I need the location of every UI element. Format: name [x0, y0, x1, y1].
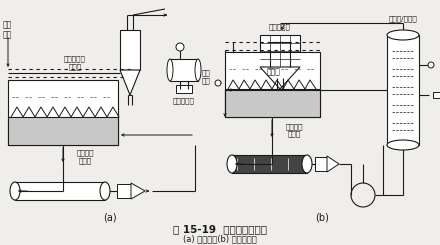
Ellipse shape — [227, 155, 237, 173]
Bar — [232, 155, 307, 173]
Bar — [8, 80, 118, 145]
Bar — [170, 59, 198, 81]
Ellipse shape — [387, 140, 419, 150]
Text: 产品出口
加热器: 产品出口 加热器 — [285, 123, 303, 137]
Text: 袋式过滤器: 袋式过滤器 — [269, 24, 291, 30]
Bar — [117, 184, 131, 198]
Bar — [15, 182, 105, 200]
Bar — [315, 157, 327, 171]
Text: (a) 开启式；(b) 封闭循环式: (a) 开启式；(b) 封闭循环式 — [183, 234, 257, 244]
Text: 虚式烘燥器: 虚式烘燥器 — [173, 98, 195, 104]
Text: 洗涤器/冷凝器: 洗涤器/冷凝器 — [389, 16, 418, 22]
Text: 产品
进入: 产品 进入 — [3, 20, 12, 40]
Circle shape — [428, 62, 434, 68]
Bar — [387, 35, 419, 145]
Bar — [260, 35, 300, 67]
Polygon shape — [260, 67, 300, 89]
Text: 产品
入口: 产品 入口 — [202, 70, 210, 84]
Bar — [433, 92, 440, 98]
Polygon shape — [327, 156, 339, 172]
Ellipse shape — [387, 30, 419, 40]
Ellipse shape — [302, 155, 312, 173]
Text: 图 15-19  流化床干燥装置: 图 15-19 流化床干燥装置 — [173, 224, 267, 234]
Ellipse shape — [10, 182, 20, 200]
Bar — [120, 30, 140, 70]
Circle shape — [215, 80, 221, 86]
Text: 流化床: 流化床 — [267, 68, 281, 76]
Polygon shape — [131, 183, 145, 199]
Bar — [225, 89, 320, 117]
Text: (a): (a) — [103, 212, 117, 222]
Ellipse shape — [100, 182, 110, 200]
Bar — [8, 117, 118, 145]
Text: 产品出口
加热器: 产品出口 加热器 — [76, 150, 94, 164]
Ellipse shape — [195, 59, 201, 81]
Polygon shape — [120, 70, 140, 95]
Text: 旋风分离器
流化床: 旋风分离器 流化床 — [64, 56, 86, 70]
Bar — [176, 85, 192, 93]
Ellipse shape — [167, 59, 173, 81]
Circle shape — [176, 43, 184, 51]
Bar — [225, 52, 320, 117]
Text: (b): (b) — [315, 212, 329, 222]
